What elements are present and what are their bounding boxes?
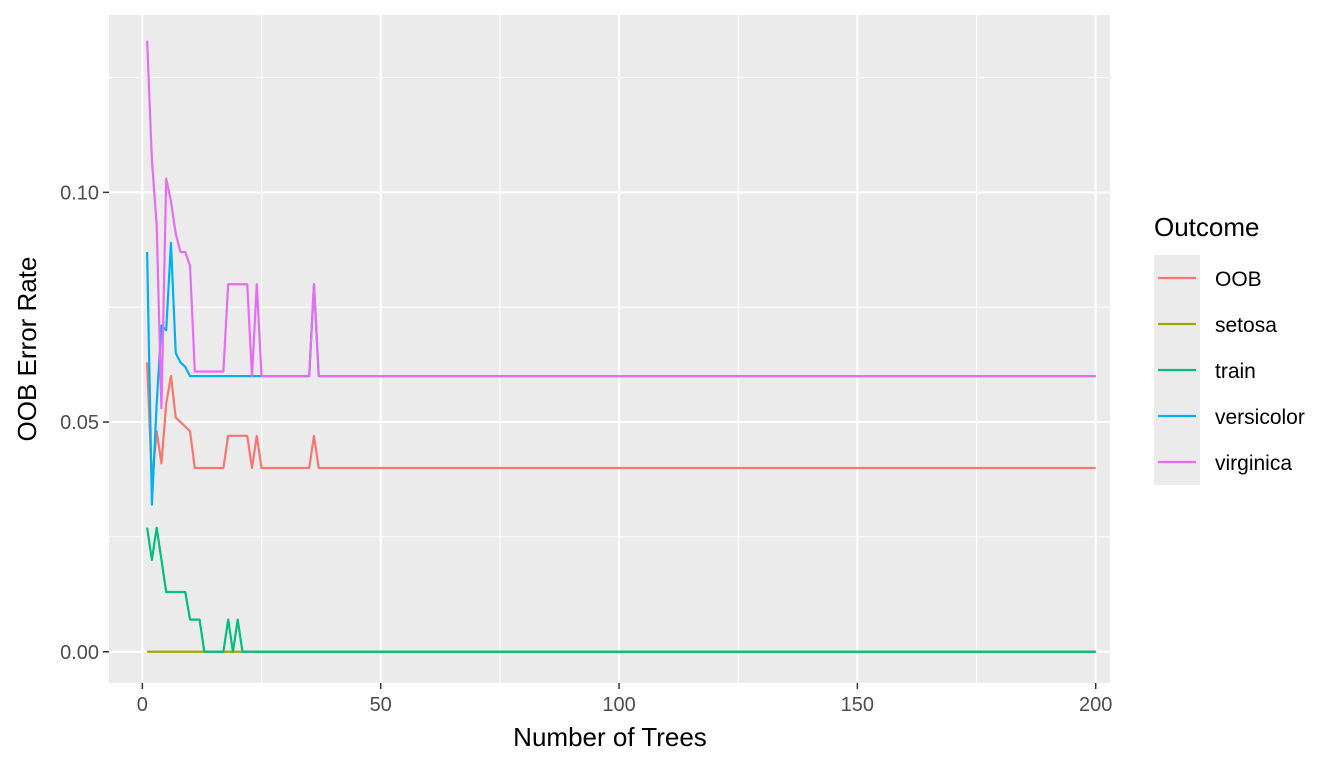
legend-label-virginica: virginica (1215, 452, 1292, 475)
x-tick-label: 0 (137, 694, 148, 716)
x-axis: 0 50 100 150 200 (137, 683, 1112, 716)
x-tick-label: 50 (370, 694, 392, 716)
x-axis-title: Number of Trees (513, 722, 707, 752)
legend-title: Outcome (1154, 212, 1260, 242)
major-gridlines (109, 15, 1110, 683)
x-tick-label: 200 (1079, 694, 1112, 716)
series-line-OOB (146, 362, 1096, 483)
x-tick-label: 100 (602, 694, 635, 716)
panel-background (109, 15, 1110, 683)
series-lines (146, 40, 1096, 653)
x-tick-label: 150 (841, 694, 874, 716)
y-tick-label: 0.05 (60, 412, 99, 434)
y-axis: 0.00 0.05 0.10 (60, 182, 109, 664)
series-line-train (146, 526, 1096, 653)
legend: Outcome OOB setosa train versicolor virginic… (1154, 212, 1305, 485)
y-tick-label: 0.00 (60, 642, 99, 664)
legend-label-versicolor: versicolor (1215, 406, 1305, 429)
y-axis-title: OOB Error Rate (12, 257, 42, 442)
legend-label-setosa: setosa (1215, 314, 1277, 337)
minor-gridlines (109, 15, 1110, 683)
series-line-virginica (146, 40, 1096, 410)
legend-label-OOB: OOB (1215, 268, 1262, 291)
legend-label-train: train (1215, 360, 1256, 383)
y-tick-label: 0.10 (60, 182, 99, 204)
